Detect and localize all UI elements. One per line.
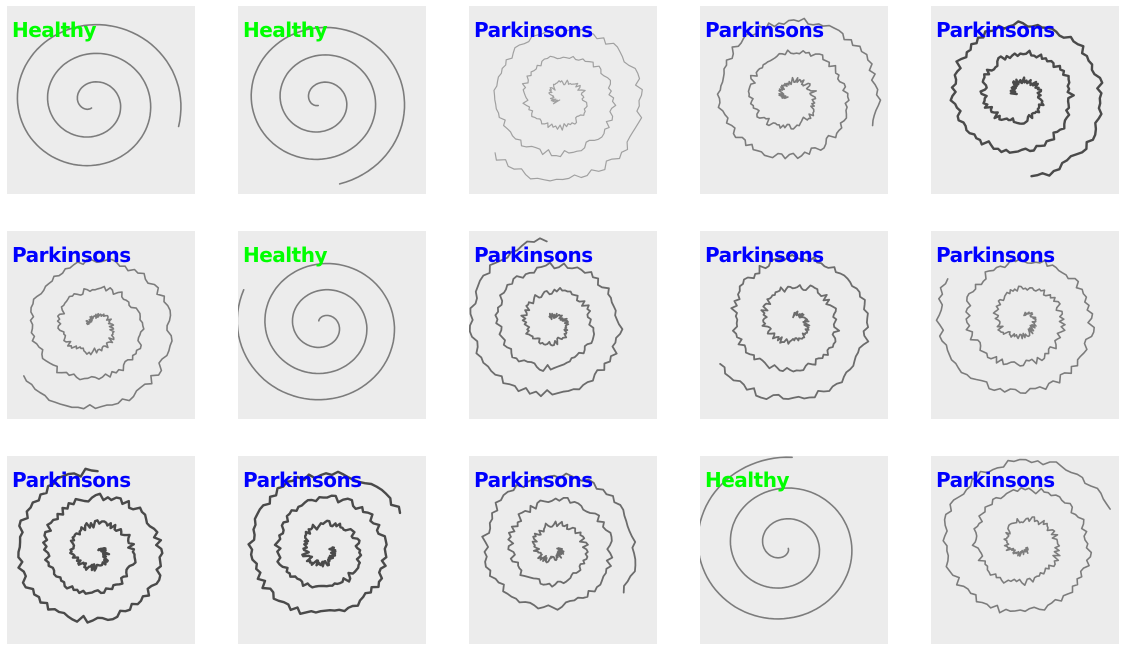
spiral-image-tile: Healthy [238,6,426,194]
spiral-image-tile: Parkinsons [238,456,426,644]
spiral-stroke [23,258,173,410]
spiral-image-tile: Parkinsons [931,6,1119,194]
spiral-drawing [942,458,1111,614]
spiral-stroke [700,456,853,620]
classification-label: Parkinsons [243,468,362,492]
spiral-stroke [949,20,1104,178]
classification-label: Healthy [12,18,97,42]
classification-label: Parkinsons [936,243,1055,267]
classification-label: Healthy [243,243,328,267]
spiral-stroke [935,258,1095,394]
spiral-stroke [238,262,396,401]
spiral-image-tile: Healthy [700,456,888,644]
spiral-drawing [250,26,406,185]
spiral-image-tile: Parkinsons [700,6,888,194]
classification-label: Parkinsons [474,468,593,492]
spiral-drawing [238,262,396,401]
classification-label: Parkinsons [936,468,1055,492]
spiral-image-tile: Parkinsons [931,456,1119,644]
classification-label: Parkinsons [936,18,1055,42]
spiral-drawing [16,23,182,167]
spiral-stroke [250,26,406,185]
spiral-stroke [481,472,637,611]
classification-label: Parkinsons [474,18,593,42]
classification-label: Parkinsons [12,468,131,492]
spiral-image-tile: Parkinsons [7,231,195,419]
spiral-drawing [935,258,1095,394]
spiral-drawing [716,17,882,160]
spiral-drawing [469,237,624,398]
spiral-drawing [17,467,164,624]
classification-label: Parkinsons [705,18,824,42]
spiral-image-tile: Parkinsons [469,6,657,194]
classification-label: Parkinsons [705,243,824,267]
spiral-stroke [469,237,624,398]
spiral-stroke [493,27,643,182]
spiral-stroke [942,458,1111,614]
spiral-drawing [493,27,643,182]
spiral-image-tile: Parkinsons [469,231,657,419]
spiral-image-tile: Parkinsons [7,456,195,644]
spiral-image-tile: Healthy [7,6,195,194]
spiral-image-tile: Parkinsons [469,456,657,644]
spiral-drawing [719,254,870,400]
spiral-drawing [23,258,173,410]
spiral-drawing [949,20,1104,178]
spiral-stroke [16,23,182,167]
classification-label: Healthy [705,468,790,492]
spiral-image-tile: Parkinsons [931,231,1119,419]
spiral-drawing [247,470,402,615]
spiral-stroke [17,467,164,624]
spiral-stroke [247,470,402,615]
spiral-stroke [719,254,870,400]
spiral-stroke [716,17,882,160]
classification-label: Healthy [243,18,328,42]
spiral-drawing [481,472,637,611]
classification-label: Parkinsons [12,243,131,267]
spiral-image-tile: Parkinsons [700,231,888,419]
spiral-drawing [700,456,853,620]
spiral-image-tile: Healthy [238,231,426,419]
classification-label: Parkinsons [474,243,593,267]
